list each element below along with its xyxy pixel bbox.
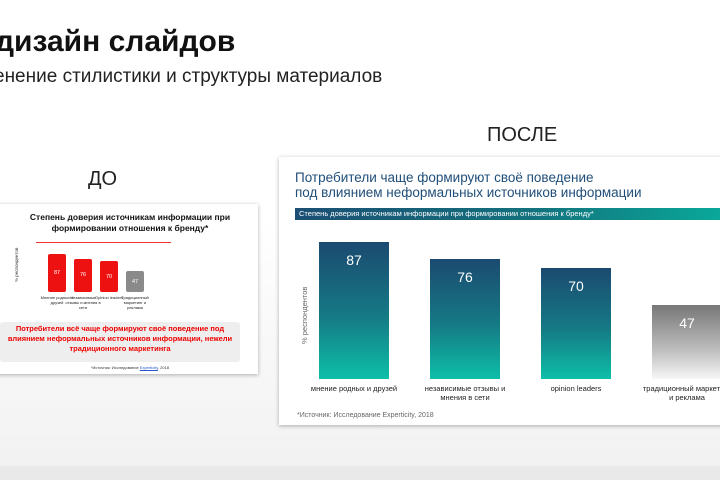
before-source-suffix: , 2018 <box>157 365 170 370</box>
after-bar: 87 <box>319 241 389 379</box>
label-before: ДО <box>88 168 118 190</box>
before-source: *Источник: Исследование Experticity, 201… <box>0 365 258 370</box>
after-bar: 76 <box>430 258 500 379</box>
before-callout-box <box>0 322 240 362</box>
after-title-line-2: под влиянием неформальных источников инф… <box>295 185 642 200</box>
after-source: *Источник: Исследование Experticity, 201… <box>297 412 434 419</box>
after-category-label: традиционный маркетинг и реклама <box>642 384 720 402</box>
after-title-line-1: Потребители чаще формируют своё поведени… <box>295 170 594 185</box>
after-category-label: независимые отзывы и мнения в сети <box>424 384 506 402</box>
after-chart-title-band <box>295 208 720 220</box>
after-slide-title: Потребители чаще формируют своё поведени… <box>295 170 642 200</box>
after-category-label: мнение родных и друзей <box>310 384 398 393</box>
before-bar: 47 <box>126 271 144 292</box>
before-source-prefix: *Источник: Исследование <box>90 365 140 370</box>
after-bar: 70 <box>541 268 611 379</box>
after-slide-thumbnail: Потребители чаще формируют своё поведени… <box>279 157 720 425</box>
before-category-label: Мнение родных и друзей <box>40 295 74 305</box>
slide-heading: дизайн слайдов <box>0 25 236 58</box>
before-chart-title: Степень доверия источникам информации пр… <box>29 212 231 233</box>
bottom-strip <box>0 466 720 480</box>
after-chart-title: Степень доверия источникам информации пр… <box>299 209 594 218</box>
before-category-label: Независимые отзывы и мнения в сети <box>65 295 101 310</box>
after-category-label: opinion leaders <box>550 384 602 393</box>
before-bar-chart: 87 Мнение родных и друзей 76 Независимые от… <box>0 204 258 374</box>
after-bar: 47 <box>652 304 720 379</box>
before-bar: 70 <box>100 261 118 292</box>
before-callout-text: Потребители всё чаще формируют своё пове… <box>7 324 233 353</box>
before-bar: 87 <box>48 253 66 292</box>
before-category-label: Opinion leaders <box>94 295 124 300</box>
label-after: ПОСЛЕ <box>487 124 558 146</box>
before-slide-thumbnail: Степень доверия источникам информации пр… <box>0 204 258 374</box>
after-y-axis-label: % респондентов <box>300 286 309 344</box>
before-bar: 76 <box>74 258 92 292</box>
before-title-underline <box>36 242 171 243</box>
before-source-link: Experticity <box>139 365 158 370</box>
before-category-label: Традиционный маркетинг и реклама <box>121 295 149 310</box>
slide-subheading: енение стилистики и структуры материалов <box>0 66 383 87</box>
